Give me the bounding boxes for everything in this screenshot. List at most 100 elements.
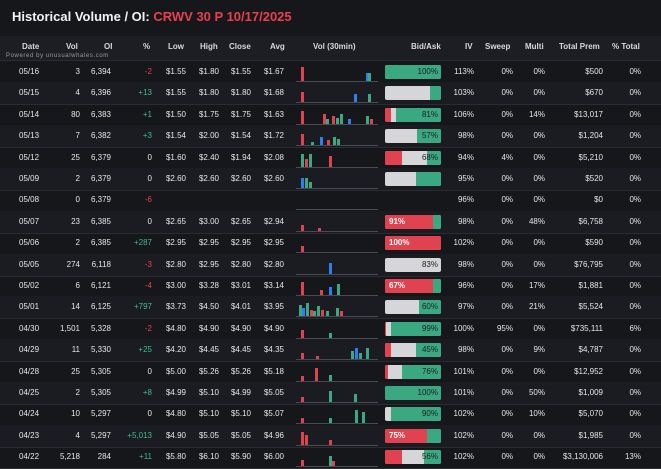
cell-prem: $5,070 <box>578 409 603 419</box>
cell-chg: +287 <box>133 238 152 248</box>
ask-fill <box>432 214 441 229</box>
cell-low: $5.80 <box>165 452 186 462</box>
bid-ask-pct: 81% <box>421 109 438 119</box>
col-multi[interactable]: Multi <box>525 42 544 51</box>
cell-prem: $520 <box>585 174 603 183</box>
table-row[interactable]: 04/24 10 5,297 0 $4.80 $5.10 $5.10 $5.07 102% 0% 1… <box>0 403 661 427</box>
vol-30min-sparkline <box>296 363 378 382</box>
table-row[interactable]: 04/25 2 5,305 +8 $4.99 $5.10 $4.99 $5.05 101% 0% 5… <box>0 382 661 405</box>
cell-close: $2.80 <box>230 259 251 269</box>
cell-iv: 101% <box>453 388 474 397</box>
spark-bar <box>301 353 304 360</box>
cell-low: $2.65 <box>165 216 186 226</box>
table-row[interactable]: 05/15 4 6,396 +13 $1.55 $1.80 $1.80 $1.68 103% 0%… <box>0 82 661 106</box>
ask-fill <box>418 300 441 315</box>
cell-iv: 102% <box>453 238 474 248</box>
table-row[interactable]: 04/28 25 5,305 0 $5.00 $5.26 $5.26 $5.18 101% 0% 0… <box>0 361 661 384</box>
col-high[interactable]: High <box>200 42 218 51</box>
cell-vol: 23 <box>71 216 80 226</box>
cell-close: $2.95 <box>230 238 251 248</box>
table-row[interactable]: 05/16 3 6,394 -2 $1.55 $1.80 $1.55 $1.67 113% 0% 0… <box>0 61 661 84</box>
cell-sweep: 0% <box>501 302 513 312</box>
table-row[interactable]: 05/09 2 6,379 0 $2.60 $2.60 $2.60 $2.60 95% 0% 0% $… <box>0 168 661 191</box>
spark-bar <box>299 305 302 317</box>
table-row[interactable]: 05/13 7 6,382 +3 $1.54 $2.00 $1.54 $1.72 98% 0% 0%… <box>0 125 661 149</box>
spark-bar <box>301 397 304 402</box>
spark-bar <box>301 153 304 167</box>
table-row[interactable]: 05/08 0 6,379 -6 96% 0% 0% $0 0% <box>0 189 661 213</box>
table-row[interactable]: 04/23 4 5,297 +5,013 $4.90 $5.05 $5.05 $4.96 102… <box>0 424 661 448</box>
table-row[interactable]: 05/06 2 6,385 +287 $2.95 $2.95 $2.95 $2.95 102% 0… <box>0 232 661 256</box>
bid-ask-pct: 56% <box>421 452 438 462</box>
ask-fill <box>432 279 441 293</box>
table-row[interactable]: 05/14 80 6,383 +1 $1.50 $1.75 $1.75 $1.63 106% 0%… <box>0 104 661 127</box>
spark-bar <box>309 153 312 167</box>
spark-bar <box>329 287 332 295</box>
spark-bar <box>329 391 332 402</box>
cell-multi: 0% <box>533 152 545 162</box>
col-oi[interactable]: OI <box>104 42 113 51</box>
cell-tot: 0% <box>629 281 641 290</box>
cell-avg: $2.60 <box>263 174 284 183</box>
cell-high: $1.80 <box>198 67 219 76</box>
table-row[interactable]: 04/22 5,218 284 +11 $5.80 $6.10 $5.90 $6.00 102%… <box>0 446 661 469</box>
table-row[interactable]: 05/12 25 6,379 0 $1.60 $2.40 $1.94 $2.08 94% 4% 0%… <box>0 147 661 170</box>
col-avg[interactable]: Avg <box>270 42 285 51</box>
bid-ask-bar: 45% <box>385 343 441 358</box>
cell-sweep: 0% <box>501 430 513 440</box>
table-row[interactable]: 05/07 23 6,385 0 $2.65 $3.00 $2.65 $2.94 98% 0% 48… <box>0 210 661 234</box>
bid-fill <box>385 450 402 465</box>
cell-close: $4.90 <box>230 323 251 333</box>
cell-chg: +8 <box>142 388 152 397</box>
cell-multi: 14% <box>528 109 545 119</box>
cell-chg: +13 <box>138 88 152 98</box>
cell-date: 05/13 <box>19 131 40 141</box>
col-low[interactable]: Low <box>168 42 184 51</box>
spark-bar <box>301 431 304 445</box>
bid-ask-pct: 60% <box>421 302 438 312</box>
cell-high: $2.60 <box>198 174 219 183</box>
col-vol30[interactable]: Vol (30min) <box>313 42 356 51</box>
cell-date: 04/25 <box>19 388 40 397</box>
table-row[interactable]: 04/29 11 5,330 +25 $4.20 $4.45 $4.45 $4.35 98% 0%… <box>0 339 661 363</box>
table-row[interactable]: 05/05 274 6,118 -3 $2.80 $2.95 $2.80 $2.80 98% 0%… <box>0 253 661 277</box>
spark-bar <box>321 310 324 317</box>
bid-ask-bar: 100% <box>385 65 441 79</box>
col-close[interactable]: Close <box>229 42 251 51</box>
cell-date: 05/15 <box>19 88 40 98</box>
cell-prem: $500 <box>585 67 603 76</box>
cell-chg: -4 <box>144 281 152 290</box>
ask-fill <box>424 450 441 465</box>
bid-ask-bar: 81% <box>385 107 441 122</box>
cell-close: $1.75 <box>230 109 251 119</box>
table-row[interactable]: 05/01 14 6,125 +797 $3.73 $4.50 $4.01 $3.95 97% 0… <box>0 296 661 320</box>
table-row[interactable]: 04/30 1,501 5,328 -2 $4.80 $4.90 $4.90 $4.90 100… <box>0 318 661 341</box>
col-change[interactable]: % <box>143 42 151 51</box>
cell-high: $5.05 <box>198 430 219 440</box>
vol-30min-sparkline <box>296 384 378 403</box>
spark-bar <box>306 303 309 317</box>
cell-date: 05/02 <box>19 281 40 290</box>
spark-bar <box>320 290 323 295</box>
table-row[interactable]: 05/02 6 6,121 -4 $3.00 $3.28 $3.01 $3.14 96% 0% 17… <box>0 275 661 298</box>
bid-ask-pct: 57% <box>421 131 438 141</box>
cell-multi: 0% <box>533 67 545 76</box>
col-vol[interactable]: Vol <box>66 42 78 51</box>
spark-bar <box>368 94 371 103</box>
col-date[interactable]: Date <box>22 42 40 51</box>
col-iv[interactable]: IV <box>465 42 473 51</box>
cell-close: $1.94 <box>230 152 251 162</box>
vol-30min-sparkline <box>296 84 378 104</box>
bid-ask-bar: 76% <box>385 364 441 379</box>
col-total-prem[interactable]: Total Prem <box>559 42 600 51</box>
spark-bar <box>332 461 335 467</box>
cell-vol: 2 <box>75 174 80 183</box>
col-sweep[interactable]: Sweep <box>485 42 511 51</box>
col-pct-total[interactable]: % Total <box>612 42 640 51</box>
spark-bar <box>329 418 332 424</box>
col-bidask[interactable]: Bid/Ask <box>411 42 441 51</box>
cell-prem: $4,787 <box>578 345 603 355</box>
cell-iv: 94% <box>457 152 474 162</box>
vol-30min-sparkline <box>296 149 378 168</box>
cell-high: $2.95 <box>198 238 219 248</box>
